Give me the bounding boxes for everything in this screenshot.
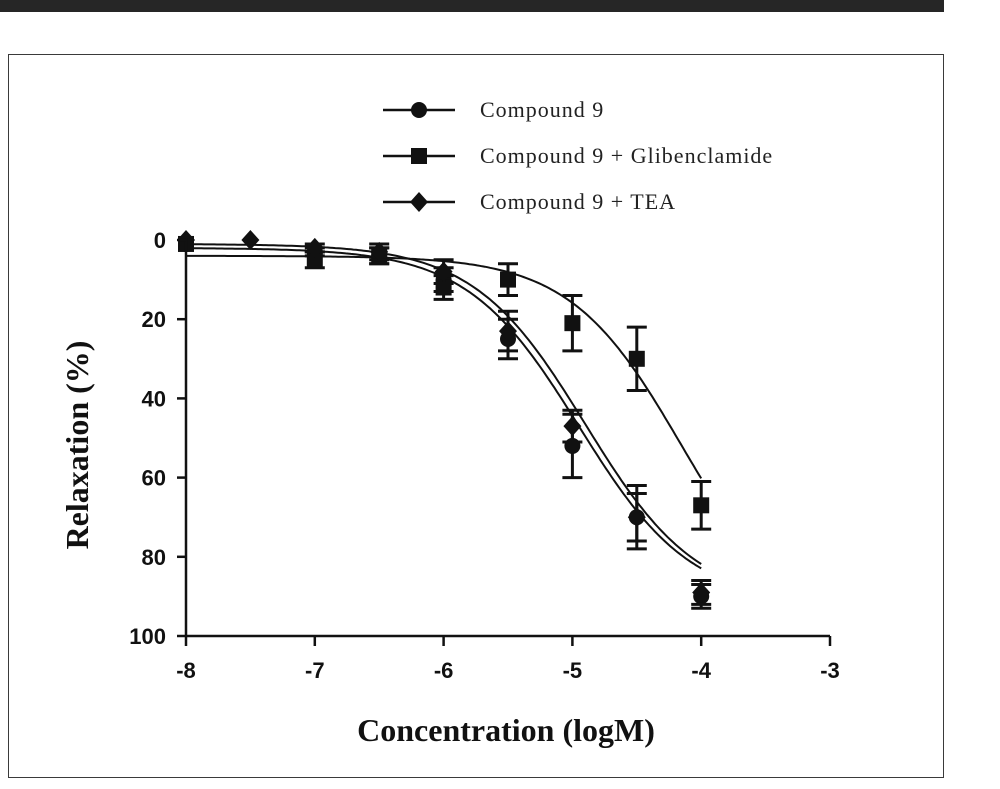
legend-marker-square — [411, 148, 427, 164]
x-axis-title: Concentration (logM) — [357, 712, 655, 748]
data-points — [177, 230, 712, 610]
legend-label: Compound 9 + Glibenclamide — [480, 143, 773, 168]
point-diamond — [499, 321, 517, 342]
x-tick-label: -7 — [305, 658, 325, 683]
y-tick-label: 20 — [142, 307, 166, 332]
point-diamond — [563, 416, 582, 437]
y-tick-label: 60 — [142, 466, 166, 491]
x-tick-label: -5 — [563, 658, 583, 683]
legend-marker-circle — [411, 102, 427, 118]
point-diamond — [692, 582, 711, 603]
ticks: 0 20 40 60 80 100 -8 -7 -6 -5 -4 -3 — [129, 228, 840, 683]
point-square — [628, 350, 645, 367]
y-tick-label: 80 — [142, 545, 166, 570]
figure-frame — [8, 54, 944, 778]
point-diamond — [627, 507, 646, 528]
axes — [184, 238, 830, 638]
point-square — [693, 497, 710, 514]
point-square — [306, 251, 323, 268]
legend-marker-diamond — [410, 192, 428, 212]
y-tick-label: 0 — [154, 228, 166, 253]
point-diamond — [305, 237, 324, 258]
point-diamond — [434, 261, 453, 282]
point-square — [500, 271, 516, 288]
point-square — [564, 315, 581, 332]
legend: Compound 9 Compound 9 + Glibenclamide Comp… — [383, 97, 773, 214]
x-tick-label: -3 — [820, 658, 840, 683]
y-axis-title: Relaxation (%) — [59, 341, 95, 550]
x-tick-label: -8 — [176, 658, 196, 683]
legend-label: Compound 9 + TEA — [480, 189, 676, 214]
top-border-bar — [0, 0, 944, 12]
point-diamond — [370, 241, 389, 262]
x-tick-label: -6 — [434, 658, 454, 683]
y-tick-label: 100 — [129, 624, 166, 649]
point-diamond — [241, 230, 260, 250]
legend-label: Compound 9 — [480, 97, 604, 122]
x-tick-label: -4 — [691, 658, 711, 683]
y-tick-label: 40 — [142, 386, 166, 411]
